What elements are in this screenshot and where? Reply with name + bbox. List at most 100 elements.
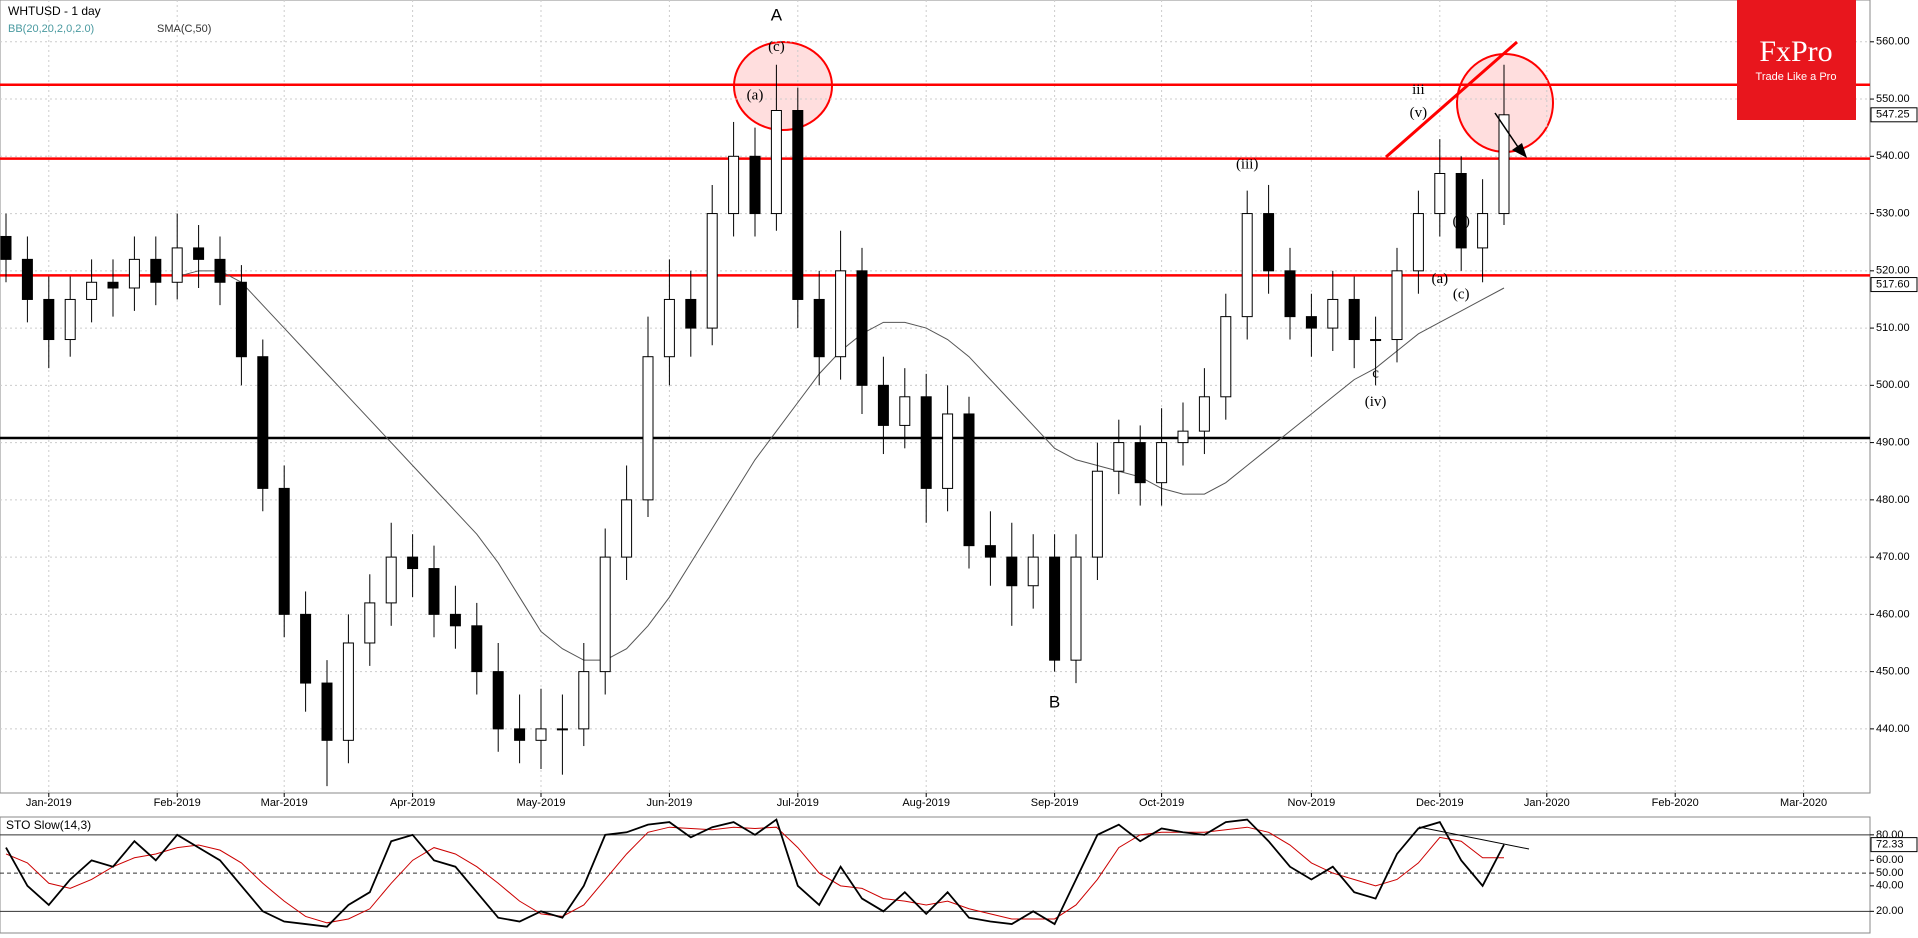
x-tick-label: Apr-2019: [390, 797, 435, 809]
x-tick-label: Mar-2019: [261, 797, 308, 809]
wave-label: B: [1049, 693, 1060, 712]
candle-body: [1177, 430, 1189, 444]
logo-tagline: Trade Like a Pro: [1756, 71, 1837, 83]
candle-body: [1198, 396, 1210, 432]
candle-body: [449, 613, 461, 627]
wave-label: c: [1372, 365, 1379, 381]
candle-body: [1370, 339, 1382, 342]
y-tick-label: 550.00: [1876, 93, 1910, 105]
candle-body: [1498, 114, 1510, 215]
candle-body: [1284, 270, 1296, 318]
y-tick-label: 510.00: [1876, 322, 1910, 334]
bb-label: BB(20,20,2,0,2.0): [8, 23, 94, 35]
x-tick-label: Mar-2020: [1780, 797, 1827, 809]
x-tick-label: May-2019: [517, 797, 566, 809]
highlight: [733, 41, 833, 131]
candle-body: [300, 613, 312, 684]
candle-body: [150, 258, 162, 283]
wave-label: A: [771, 6, 783, 25]
x-tick-label: Aug-2019: [902, 797, 950, 809]
x-tick-label: Sep-2019: [1031, 797, 1079, 809]
candle-body: [407, 556, 419, 570]
candle-body: [1477, 213, 1489, 249]
candle-body: [792, 110, 804, 300]
candle-body: [214, 258, 226, 283]
candle-body: [578, 671, 590, 730]
y-tick-label: 460.00: [1876, 608, 1910, 620]
candle-body: [556, 728, 568, 731]
candle-body: [1305, 316, 1317, 329]
chart-title: WHTUSD - 1 day: [8, 4, 101, 18]
candle-body: [1434, 172, 1446, 215]
x-tick-label: Jan-2020: [1524, 797, 1570, 809]
candle-body: [64, 298, 76, 341]
candle-body: [428, 568, 440, 615]
candle-body: [899, 396, 911, 426]
candle-body: [0, 235, 12, 260]
sto-panel: [0, 816, 1871, 934]
candle-body: [642, 356, 654, 501]
candle-body: [942, 413, 954, 489]
candle-body: [1070, 556, 1082, 661]
y-tick-label: 60.00: [1876, 854, 1904, 866]
candle-body: [1091, 470, 1103, 558]
arrow-head: [1512, 143, 1527, 158]
candle-body: [128, 258, 140, 289]
wave-label: (v): [1410, 105, 1428, 121]
candle-body: [599, 556, 611, 673]
trend-line: [1385, 40, 1518, 159]
wave-label: (c): [768, 39, 785, 55]
candle-body: [21, 258, 33, 300]
candle-body: [770, 110, 782, 215]
candle-body: [1113, 442, 1125, 472]
y-tick-label: 530.00: [1876, 207, 1910, 219]
indicator-line: [5, 826, 1504, 924]
candle-body: [728, 155, 740, 215]
price-tag: [1870, 277, 1918, 293]
candle-body: [1027, 556, 1039, 587]
candle-body: [984, 545, 996, 558]
x-tick-label: Feb-2019: [154, 797, 201, 809]
y-tick-label: 480.00: [1876, 494, 1910, 506]
y-tick-label: 500.00: [1876, 379, 1910, 391]
y-tick-label: 470.00: [1876, 551, 1910, 563]
candle-body: [856, 270, 868, 386]
candle-body: [471, 625, 483, 673]
y-tick-label: 560.00: [1876, 36, 1910, 48]
candle-body: [621, 499, 633, 558]
candle-body: [1412, 213, 1424, 272]
candle-body: [1455, 172, 1467, 249]
candle-body: [535, 728, 547, 741]
candle-body: [514, 728, 526, 741]
arrow: [1494, 112, 1521, 151]
candle-body: [1049, 556, 1061, 661]
candle-body: [235, 281, 247, 358]
candle-body: [1220, 316, 1232, 398]
candle-body: [321, 682, 333, 741]
wave-label: (c): [1453, 286, 1470, 302]
candle-body: [1241, 213, 1253, 318]
candle-body: [1327, 298, 1339, 329]
y-tick-label: 450.00: [1876, 666, 1910, 678]
y-tick-label: 490.00: [1876, 436, 1910, 448]
logo-title: FxPro: [1759, 35, 1832, 68]
candle-body: [492, 671, 504, 730]
wave-label: (iii): [1236, 156, 1259, 172]
candle-body: [1263, 213, 1275, 272]
sto-trend-line: [1418, 826, 1530, 850]
candle-body: [835, 270, 847, 358]
marks: [0, 0, 1870, 928]
candle-body: [1348, 298, 1360, 341]
candle-body: [193, 247, 205, 260]
candle-body: [86, 281, 98, 300]
x-tick-label: Feb-2020: [1652, 797, 1699, 809]
price-tag: [1870, 837, 1918, 853]
y-tick-label: 50.00: [1876, 867, 1904, 879]
wave-label: (a): [747, 88, 764, 104]
wave-label: (iv): [1365, 394, 1387, 410]
indicator-line: [5, 818, 1505, 928]
candle-body: [385, 556, 397, 604]
price-tag: [1870, 107, 1918, 123]
y-tick-label: 40.00: [1876, 880, 1904, 892]
